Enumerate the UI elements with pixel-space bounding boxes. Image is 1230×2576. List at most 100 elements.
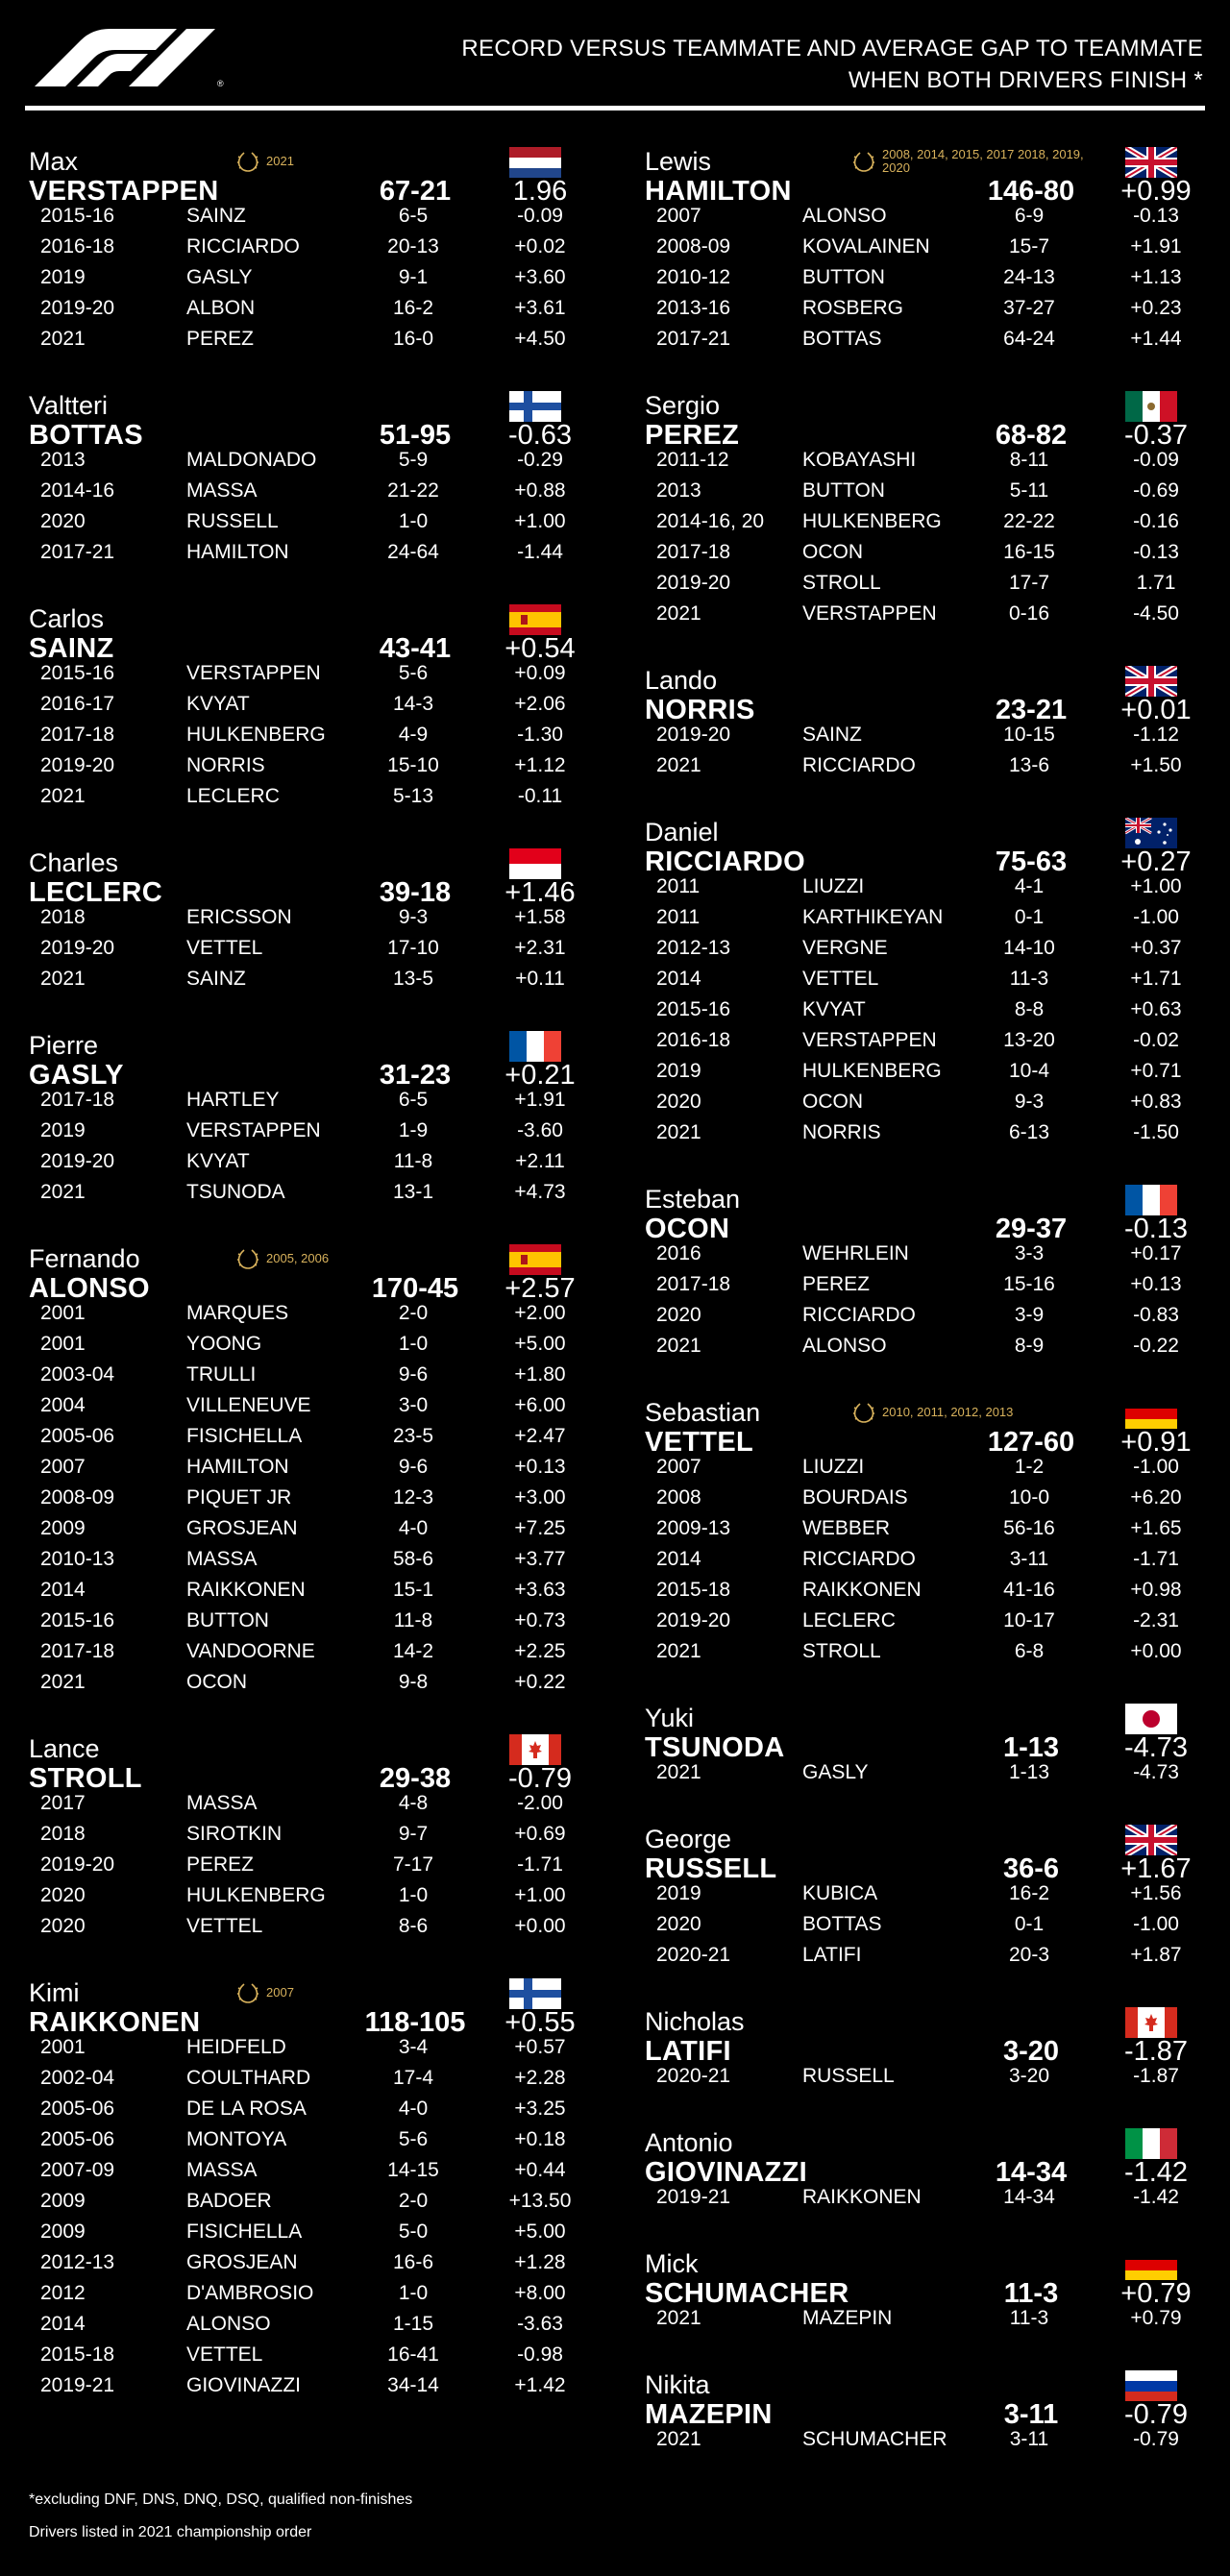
- teammate-name: MASSA: [186, 2159, 258, 2181]
- teammate-name: HULKENBERG: [802, 510, 942, 532]
- teammate-row: 2017-18 HARTLEY 6-5 +1.91: [29, 1085, 581, 1116]
- teammate-row: 2017-21 HAMILTON 24-64 -1.44: [29, 537, 581, 568]
- teammate-gap: +0.98: [1130, 1579, 1182, 1601]
- driver-card: Pierre GASLY 31-23 +0.21 2017-18 HARTLEY 6-5 +1…: [29, 1023, 581, 1208]
- teammate-gap: +6.20: [1130, 1486, 1182, 1509]
- driver-last-name: GASLY: [29, 1060, 124, 1091]
- average-gap: -0.13: [1123, 1214, 1189, 1244]
- driver-header: Esteban OCON 29-37 -0.13: [645, 1177, 1197, 1244]
- flag-de-icon: [1125, 2249, 1177, 2280]
- teammate-record: 3-3: [1014, 1242, 1045, 1264]
- driver-first-name: Carlos: [29, 604, 105, 633]
- teammate-name: TRULLI: [186, 1363, 257, 1386]
- teammate-row: 2021 LECLERC 5-13 -0.11: [29, 781, 581, 812]
- teammate-gap: -0.02: [1133, 1029, 1179, 1051]
- teammate-gap: -0.13: [1133, 541, 1179, 563]
- teammate-row: 2019-21 RAIKKONEN 14-34 -1.42: [645, 2182, 1197, 2213]
- season-years: 2007: [656, 205, 701, 227]
- average-gap: 1.96: [512, 176, 568, 207]
- season-years: 2020: [40, 510, 86, 532]
- teammate-record: 9-3: [1014, 1091, 1045, 1113]
- teammate-name: NORRIS: [802, 1121, 881, 1143]
- teammate-record: 21-22: [387, 479, 439, 502]
- head-to-head-record: 170-45: [371, 1273, 459, 1304]
- driver-first-name: Nikita: [645, 2370, 710, 2399]
- head-to-head-record: 127-60: [987, 1427, 1075, 1458]
- teammate-name: STROLL: [802, 572, 881, 594]
- season-years: 2015-16: [656, 998, 731, 1020]
- teammate-gap: +1.44: [1130, 328, 1182, 350]
- teammate-name: PEREZ: [186, 328, 255, 350]
- teammate-name: OCON: [802, 541, 863, 563]
- teammate-record: 4-0: [398, 2098, 429, 2120]
- teammate-record: 9-6: [398, 1363, 429, 1386]
- head-to-head-record: 68-82: [995, 420, 1068, 451]
- teammate-record: 1-0: [398, 1884, 429, 1906]
- driver-header: Pierre GASLY 31-23 +0.21: [29, 1023, 581, 1091]
- teammate-record: 3-9: [1014, 1304, 1045, 1326]
- teammate-record: 13-5: [392, 968, 434, 990]
- season-years: 2021: [40, 785, 86, 807]
- teammate-gap: +2.47: [514, 1425, 566, 1447]
- driver-header: Carlos SAINZ 43-41 +0.54: [29, 597, 581, 664]
- driver-first-name: Esteban: [645, 1185, 741, 1214]
- teammate-row: 2009-13 WEBBER 56-16 +1.65: [645, 1513, 1197, 1544]
- teammate-row: 2014 VETTEL 11-3 +1.71: [645, 964, 1197, 994]
- teammate-gap: -0.83: [1133, 1304, 1179, 1326]
- teammate-name: BADOER: [186, 2190, 272, 2212]
- teammate-row: 2019-20 STROLL 17-7 1.71: [645, 568, 1197, 599]
- teammate-row: 2017-21 BOTTAS 64-24 +1.44: [645, 324, 1197, 355]
- teammate-name: MONTOYA: [186, 2128, 287, 2150]
- teammate-record: 41-16: [1003, 1579, 1055, 1601]
- driver-first-name: Antonio: [645, 2128, 733, 2157]
- driver-card: Valtteri BOTTAS 51-95 -0.63 2013 MALDONADO 5-9…: [29, 383, 581, 568]
- season-years: 2017-18: [40, 1640, 115, 1662]
- teammate-record: 6-5: [398, 205, 429, 227]
- season-years: 2018: [40, 906, 86, 928]
- teammate-name: MALDONADO: [186, 449, 317, 471]
- teammate-gap: -1.12: [1133, 724, 1179, 746]
- teammate-row: 2013 MALDONADO 5-9 -0.29: [29, 445, 581, 476]
- teammate-gap: +2.00: [514, 1302, 566, 1324]
- teammate-gap: -4.73: [1133, 1761, 1179, 1783]
- driver-first-name: Lance: [29, 1734, 100, 1763]
- teammate-name: KVYAT: [186, 693, 250, 715]
- teammate-row: 2021 ALONSO 8-9 -0.22: [645, 1331, 1197, 1362]
- teammate-record: 9-1: [398, 266, 429, 288]
- season-years: 2012: [40, 2282, 86, 2304]
- driver-card: Carlos SAINZ 43-41 +0.54 2015-16 VERSTAPPEN 5-…: [29, 597, 581, 812]
- teammate-record: 16-2: [1008, 1882, 1050, 1904]
- teammate-row: 2001 MARQUES 2-0 +2.00: [29, 1298, 581, 1329]
- head-to-head-record: 75-63: [995, 846, 1068, 877]
- teammate-row: 2007 LIUZZI 1-2 -1.00: [645, 1452, 1197, 1483]
- teammate-name: SIROTKIN: [186, 1823, 283, 1845]
- teammate-name: HULKENBERG: [186, 1884, 326, 1906]
- teammate-name: VETTEL: [186, 937, 263, 959]
- flag-nl-icon: [509, 147, 561, 178]
- teammate-gap: +2.25: [514, 1640, 566, 1662]
- driver-last-name: RICCIARDO: [645, 846, 806, 877]
- teammate-name: YOONG: [186, 1333, 262, 1355]
- flag-gb-icon: [1125, 147, 1177, 178]
- header: ® RECORD VERSUS TEAMMATE AND AVERAGE GAP…: [0, 0, 1230, 110]
- championship-titles: 2005, 2006: [235, 1244, 329, 1273]
- teammate-record: 16-15: [1003, 541, 1055, 563]
- season-years: 2017-18: [40, 724, 115, 746]
- teammate-record: 5-11: [1009, 479, 1049, 502]
- teammate-row: 2009 BADOER 2-0 +13.50: [29, 2186, 581, 2217]
- average-gap: +0.99: [1120, 176, 1192, 207]
- teammate-record: 64-24: [1003, 328, 1055, 350]
- f1-logo-icon: ®: [35, 29, 224, 86]
- season-years: 2009: [40, 2190, 86, 2212]
- season-years: 2020-21: [656, 2065, 731, 2087]
- teammate-gap: +0.79: [1130, 2307, 1182, 2329]
- teammate-name: RUSSELL: [186, 510, 279, 532]
- season-years: 2015-16: [40, 1609, 115, 1631]
- teammate-record: 10-0: [1008, 1486, 1050, 1509]
- driver-last-name: NORRIS: [645, 695, 755, 725]
- teammate-name: VANDOORNE: [186, 1640, 315, 1662]
- teammate-record: 1-2: [1014, 1456, 1045, 1478]
- season-years: 2002-04: [40, 2067, 115, 2089]
- driver-card: Antonio GIOVINAZZI 14-34 -1.42 2019-21 RAIKKO…: [645, 2121, 1197, 2213]
- head-to-head-record: 3-11: [1003, 2399, 1059, 2430]
